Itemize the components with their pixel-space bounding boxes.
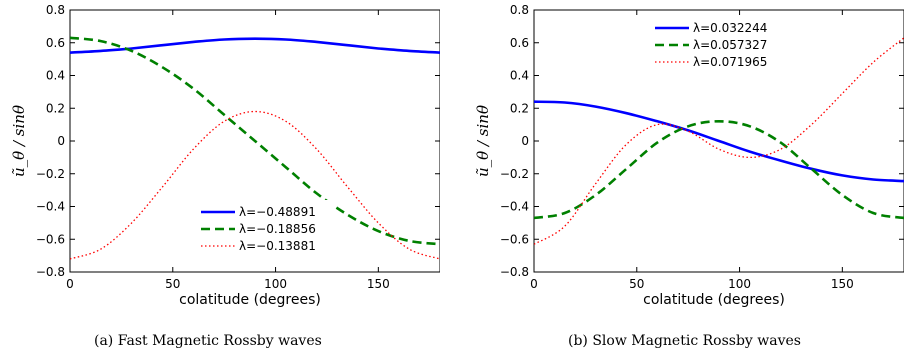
legend: λ=−0.48891 λ=−0.18856 λ=−0.13881 — [195, 200, 335, 258]
x-tick-label: 150 — [367, 277, 390, 291]
chart-slow-rossby: −0.8 −0.6 −0.4 −0.2 0 0.2 0.4 0.6 0.8 0 50 100 150 co… — [474, 3, 904, 308]
x-tick-label: 0 — [530, 277, 538, 291]
legend-label: λ=0.071965 — [693, 55, 767, 69]
subfigure-fast-rossby: −0.8 −0.6 −0.4 −0.2 0 0.2 0.4 0.6 0.8 0 50 100 150 co… — [0, 0, 440, 360]
x-tick-label: 100 — [728, 277, 751, 291]
x-tick-label: 100 — [264, 277, 287, 291]
x-tick-label: 50 — [629, 277, 644, 291]
series-line-2 — [70, 36, 440, 246]
y-tick-label: −0.8 — [36, 265, 65, 279]
legend-label: λ=−0.48891 — [239, 205, 316, 219]
y-tick-label: 0.8 — [46, 3, 65, 17]
y-tick-label: −0.2 — [500, 167, 529, 181]
subfigure-slow-rossby: −0.8 −0.6 −0.4 −0.2 0 0.2 0.4 0.6 0.8 0 50 100 150 co… — [464, 0, 904, 360]
y-axis-label: ũ_θ / sinθ — [10, 105, 28, 177]
caption-fast-rossby: (a) Fast Magnetic Rossby waves — [94, 333, 322, 349]
y-tick-label: 0 — [521, 134, 529, 148]
y-tick-label: 0.8 — [510, 3, 529, 17]
legend-label: λ=0.057327 — [693, 38, 767, 52]
y-tick-label: 0.6 — [510, 36, 529, 50]
x-tick-label: 0 — [66, 277, 74, 291]
series-line-3 — [70, 110, 440, 260]
y-tick-label: −0.6 — [36, 232, 65, 246]
x-axis-label: colatitude (degrees) — [179, 292, 321, 308]
series-line-1 — [70, 37, 440, 54]
y-tick-label: −0.4 — [500, 200, 529, 214]
series-line-1 — [534, 100, 904, 183]
legend-label: λ=−0.18856 — [239, 222, 316, 236]
y-tick-label: −0.8 — [500, 265, 529, 279]
series-line-3 — [534, 37, 904, 245]
legend: λ=0.032244 λ=0.057327 λ=0.071965 — [649, 16, 789, 74]
series-line-2 — [534, 119, 904, 220]
y-tick-label: −0.6 — [500, 232, 529, 246]
y-tick-label: 0.2 — [46, 101, 65, 115]
y-tick-label: 0.4 — [46, 69, 65, 83]
y-tick-label: 0.2 — [510, 101, 529, 115]
y-tick-label: −0.2 — [36, 167, 65, 181]
x-tick-label: 50 — [165, 277, 180, 291]
caption-slow-rossby: (b) Slow Magnetic Rossby waves — [568, 333, 801, 349]
x-axis-label: colatitude (degrees) — [643, 292, 785, 308]
y-tick-label: 0 — [57, 134, 65, 148]
legend-label: λ=−0.13881 — [239, 239, 316, 253]
x-tick-label: 150 — [831, 277, 854, 291]
chart-fast-rossby: −0.8 −0.6 −0.4 −0.2 0 0.2 0.4 0.6 0.8 0 50 100 150 co… — [10, 3, 440, 308]
y-tick-label: −0.4 — [36, 200, 65, 214]
y-tick-label: 0.6 — [46, 36, 65, 50]
y-axis-label: ũ_θ / sinθ — [474, 105, 492, 177]
y-tick-label: 0.4 — [510, 69, 529, 83]
legend-label: λ=0.032244 — [693, 21, 767, 35]
